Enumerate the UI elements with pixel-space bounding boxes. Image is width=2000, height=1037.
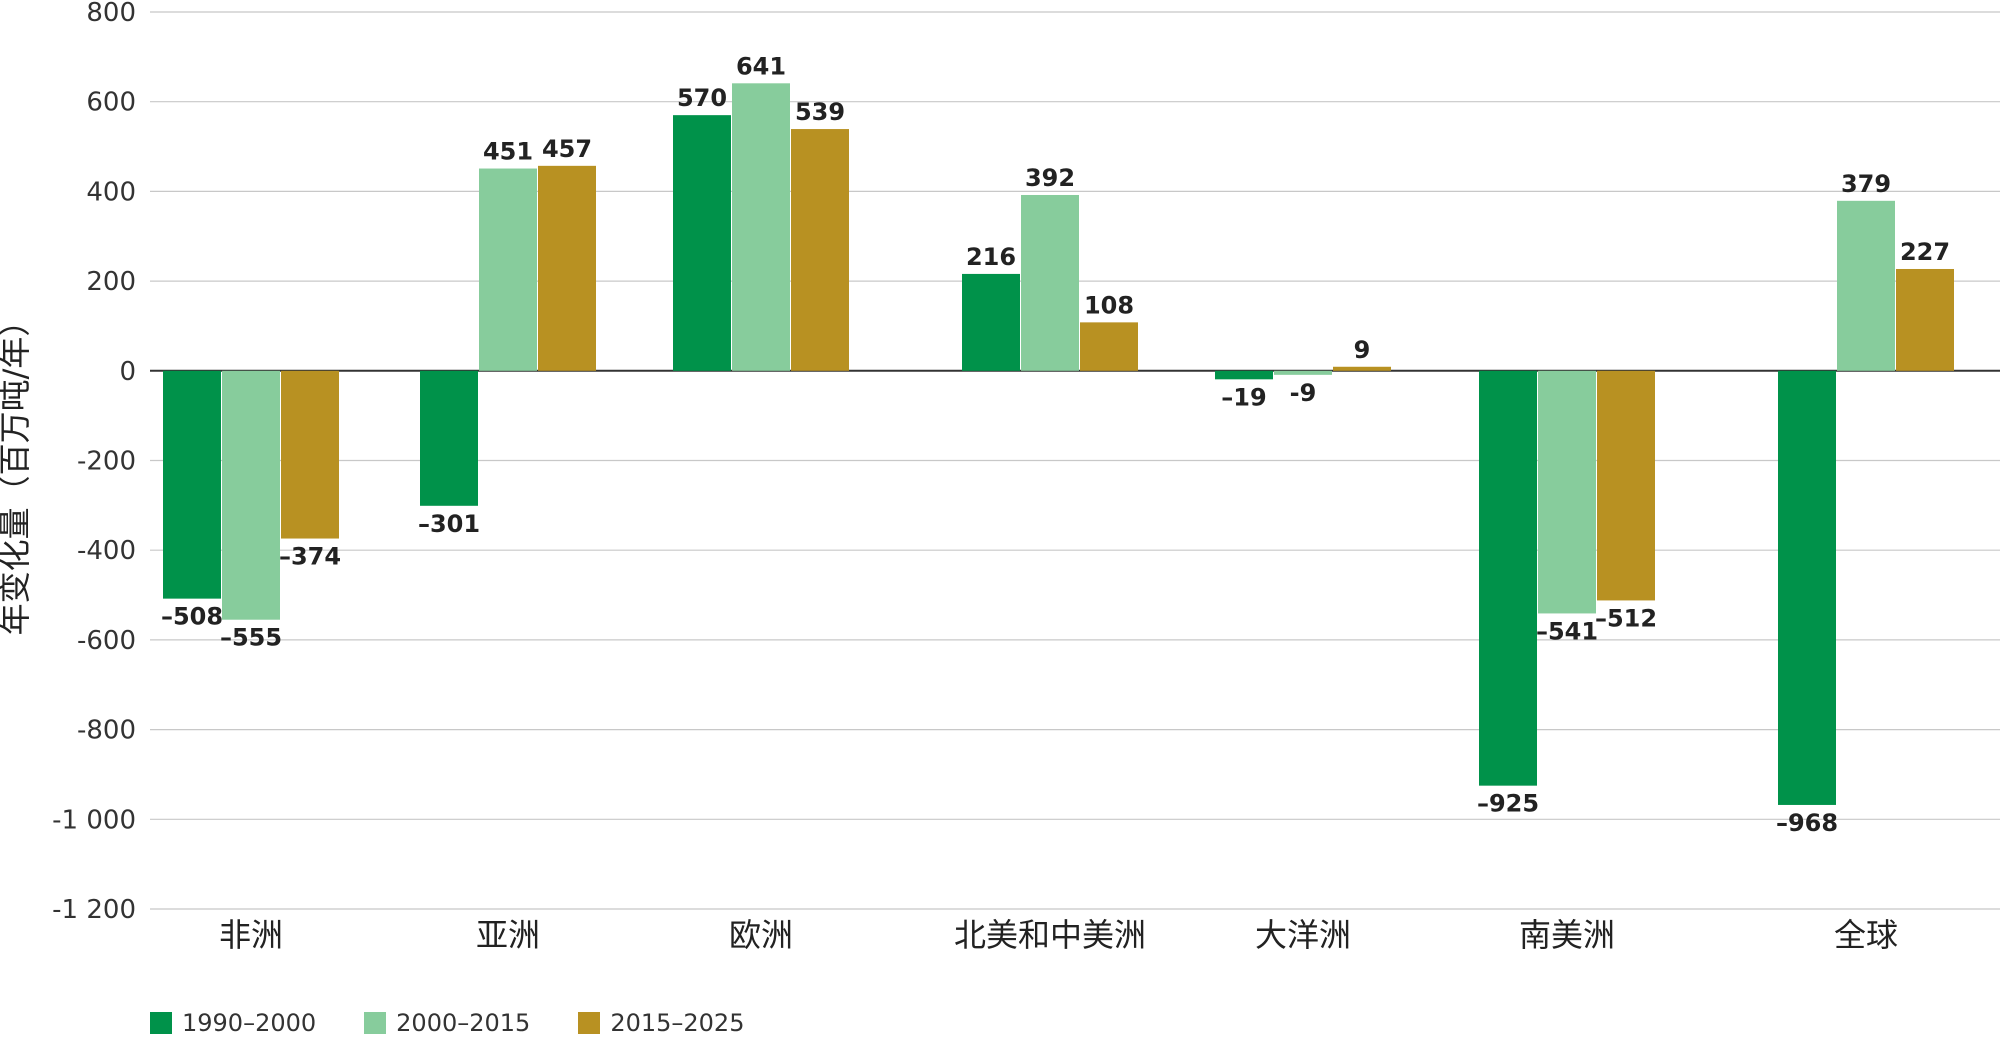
y-tick-label: 200 — [86, 267, 136, 297]
bar — [1597, 370, 1655, 601]
bar — [673, 115, 731, 371]
value-labels: –508 –301 570 216 –19 –925 –968 –555 451 641 392 -9… — [161, 52, 1950, 837]
category-label: 大洋洲 — [1255, 916, 1351, 954]
y-tick-label: -1 000 — [52, 805, 136, 835]
bar — [732, 83, 790, 371]
y-tick-label: -600 — [77, 626, 136, 656]
category-label: 南美洲 — [1519, 916, 1615, 954]
y-tick-label: -200 — [77, 447, 136, 477]
value-label: -9 — [1290, 379, 1317, 407]
value-label: –508 — [161, 603, 223, 631]
value-label: –374 — [279, 543, 341, 571]
category-label: 非洲 — [219, 916, 283, 954]
category-label: 北美和中美洲 — [954, 916, 1146, 954]
bar-chart: 800 600 400 200 0 -200 -400 -600 -800 -1 000 -1 20… — [0, 0, 2000, 954]
value-label: –925 — [1477, 790, 1539, 818]
legend: 1990–2000 2000–2015 2015–2025 — [150, 1010, 792, 1036]
value-label: –19 — [1221, 383, 1266, 411]
value-label: 539 — [795, 98, 845, 126]
value-label: 108 — [1084, 291, 1134, 319]
value-label: 216 — [966, 243, 1016, 271]
bar — [1333, 366, 1391, 371]
y-axis-label: 年变化量（百万吨/年） — [0, 305, 34, 636]
y-tick-label: 0 — [119, 357, 136, 387]
value-label: 457 — [542, 135, 592, 163]
legend-swatch — [364, 1012, 387, 1034]
value-label: 227 — [1900, 238, 1950, 266]
value-label: –555 — [220, 624, 282, 652]
legend-label: 2015–2025 — [610, 1009, 745, 1037]
legend-label: 1990–2000 — [182, 1009, 317, 1037]
bar — [1896, 268, 1954, 371]
bar — [1274, 370, 1332, 375]
legend-item: 1990–2000 — [150, 1010, 316, 1036]
y-tick-label: -1 200 — [52, 895, 136, 925]
bar — [420, 370, 478, 506]
legend-item: 2000–2015 — [364, 1010, 530, 1036]
legend-item: 2015–2025 — [578, 1010, 744, 1036]
category-label: 亚洲 — [476, 916, 540, 954]
category-labels: 非洲 亚洲 欧洲 北美和中美洲 大洋洲 南美洲 全球 — [219, 916, 1898, 954]
bar — [1778, 370, 1836, 805]
bar — [222, 370, 280, 620]
y-tick-label: 600 — [86, 88, 136, 118]
bar — [1479, 370, 1537, 786]
value-label: 379 — [1841, 170, 1891, 198]
legend-swatch — [578, 1012, 601, 1034]
value-label: 451 — [483, 138, 533, 166]
bar — [1080, 322, 1138, 371]
bar — [479, 168, 537, 371]
bar — [1021, 194, 1079, 371]
legend-swatch — [150, 1012, 172, 1034]
value-label: 641 — [736, 52, 786, 80]
category-label: 欧洲 — [729, 916, 793, 954]
bar — [1215, 370, 1273, 380]
y-tick-label: -400 — [77, 536, 136, 566]
value-label: –968 — [1776, 809, 1838, 837]
y-tick-label: 400 — [86, 177, 136, 207]
bar — [163, 370, 221, 599]
legend-label: 2000–2015 — [396, 1009, 531, 1037]
value-label: –541 — [1536, 617, 1598, 645]
y-tick-label: -800 — [77, 716, 136, 746]
bar — [962, 273, 1020, 371]
bar — [1837, 200, 1895, 371]
value-label: –512 — [1595, 604, 1657, 632]
bar — [281, 370, 339, 539]
y-axis-ticks: 800 600 400 200 0 -200 -400 -600 -800 -1 000 -1 20… — [52, 0, 136, 925]
bars — [163, 83, 1954, 805]
bar — [791, 129, 849, 371]
y-tick-label: 800 — [86, 0, 136, 28]
value-label: –301 — [418, 510, 480, 538]
value-label: 9 — [1354, 336, 1371, 364]
value-label: 392 — [1025, 164, 1075, 192]
value-label: 570 — [677, 84, 727, 112]
bar — [1538, 370, 1596, 614]
category-label: 全球 — [1834, 916, 1898, 954]
bar — [538, 165, 596, 371]
